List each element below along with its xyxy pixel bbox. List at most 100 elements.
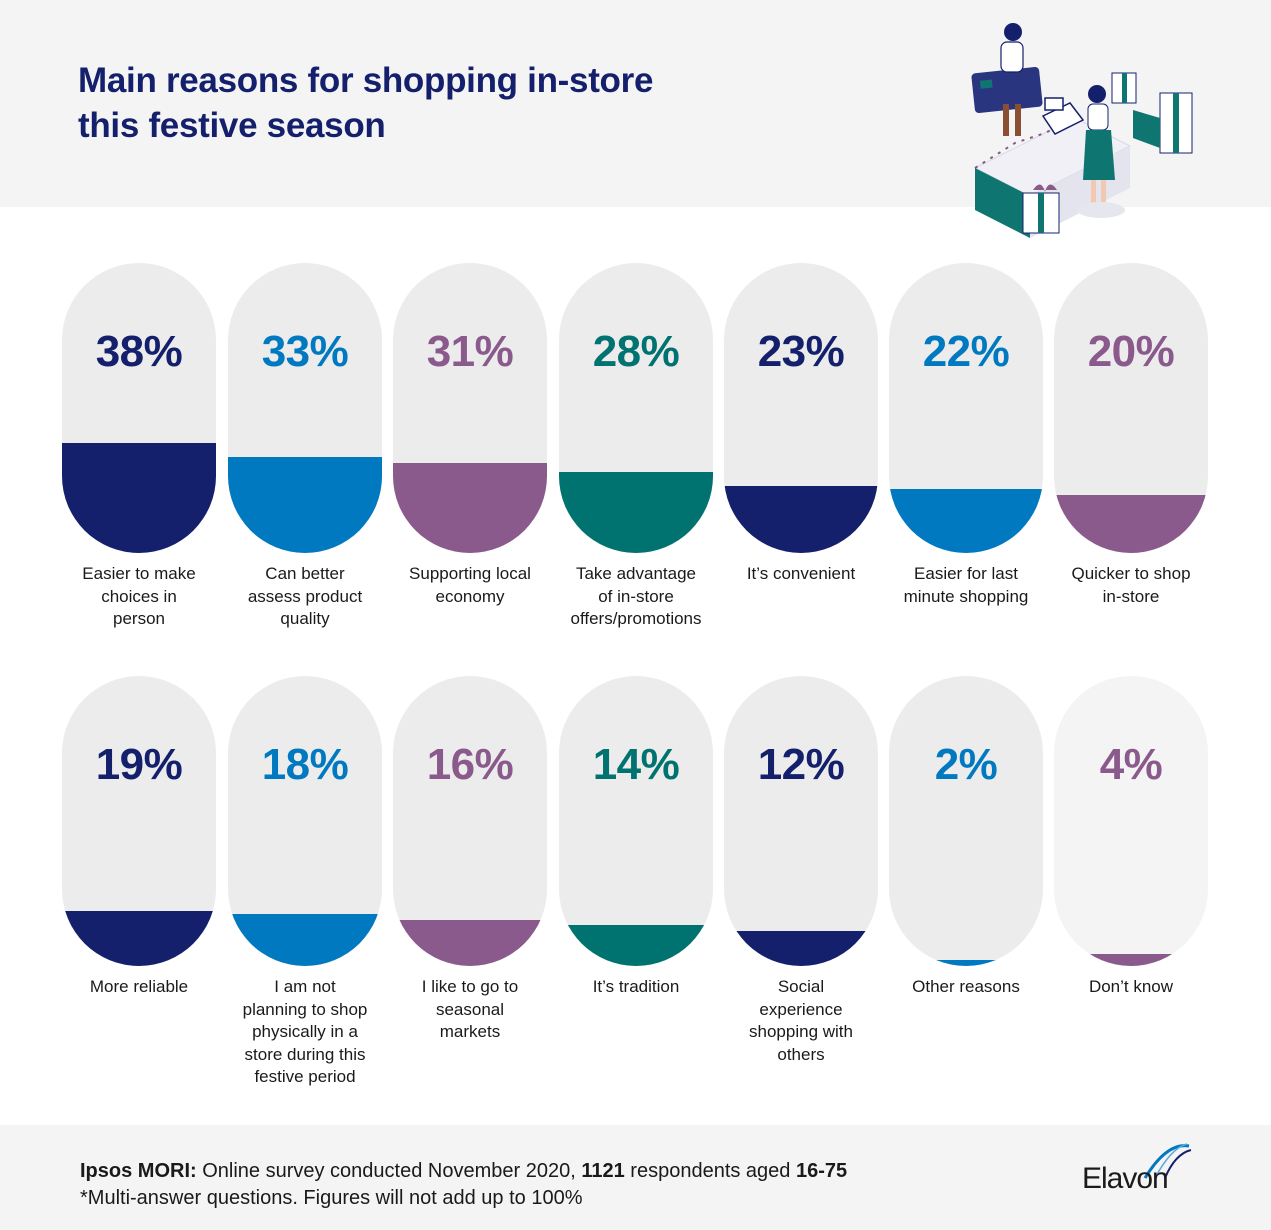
- category-label-line: markets: [439, 1022, 501, 1041]
- value-label: 4%: [1099, 740, 1163, 789]
- category-label-line: assess product: [247, 586, 363, 606]
- category-label-line: Easier to make: [82, 564, 196, 583]
- bar-fill: [393, 920, 547, 966]
- category-label-line: It’s tradition: [592, 977, 680, 996]
- category-label-line: store during this: [244, 1044, 366, 1064]
- category-label-line: Other reasons: [912, 977, 1020, 996]
- source-text-1: Online survey conducted November 2020,: [196, 1160, 582, 1182]
- bar-pill: 38%: [62, 263, 216, 553]
- value-label: 19%: [95, 740, 183, 789]
- logo-swoosh-icon: [1143, 1143, 1192, 1179]
- value-label: 16%: [426, 740, 514, 789]
- category-label-line: economy: [435, 586, 505, 606]
- bar-pill: 19%: [62, 676, 216, 966]
- bar-pill: 18%: [228, 676, 382, 966]
- category-label: Don’t know: [1048, 976, 1214, 999]
- bar-fill: [228, 457, 382, 553]
- page-title: Main reasons for shopping in-store this …: [78, 58, 778, 148]
- bar-pill: 33%: [228, 263, 382, 553]
- bar-pill: 22%: [889, 263, 1043, 553]
- category-label-line: It’s convenient: [746, 564, 856, 583]
- bar-fill: [889, 960, 1043, 966]
- bar-pill: 31%: [393, 263, 547, 553]
- category-label-line: More reliable: [89, 977, 189, 996]
- value-label: 2%: [934, 740, 998, 789]
- respondent-count: 1121: [581, 1160, 625, 1182]
- category-label-line: planning to shop: [242, 999, 368, 1019]
- category-label-line: choices in: [101, 586, 177, 606]
- bar-fill: [724, 486, 878, 553]
- value-label: 23%: [757, 327, 845, 376]
- category-label: Quicker to shop in-store: [1048, 563, 1214, 608]
- shopping-checkout-illustration-icon: [971, 23, 1193, 238]
- category-label-line: minute shopping: [903, 586, 1029, 606]
- age-range: 16-75: [795, 1160, 848, 1182]
- value-label: 33%: [261, 327, 349, 376]
- category-label-line: experience: [759, 999, 843, 1019]
- value-label: 12%: [757, 740, 845, 789]
- category-label-line: of in-store: [598, 586, 674, 606]
- category-label-line: physically in a: [252, 1022, 358, 1041]
- category-label: I like to go to seasonal markets: [387, 976, 553, 1044]
- category-label-line: person: [113, 609, 165, 628]
- bar-pill: 20%: [1054, 263, 1208, 553]
- title-line-1: Main reasons for shopping in-store: [78, 61, 654, 100]
- value-label: 31%: [426, 327, 514, 376]
- source-line: Ipsos MORI: Online survey conducted Nove…: [80, 1160, 847, 1183]
- category-label: Can better assess product quality: [222, 563, 388, 631]
- value-label: 20%: [1087, 327, 1175, 376]
- category-label-line: shopping with: [749, 1022, 853, 1041]
- category-label-line: offers/promotions: [570, 609, 702, 628]
- bar-fill: [559, 925, 713, 966]
- bar-fill: [724, 931, 878, 966]
- category-label: It’s tradition: [553, 976, 719, 999]
- bar-pill: 12%: [724, 676, 878, 966]
- bar-fill: [1054, 495, 1208, 553]
- category-label: Take advantage of in-store offers/promotio…: [553, 563, 719, 631]
- title-line-2: this festive season: [78, 106, 386, 145]
- value-label: 14%: [592, 740, 680, 789]
- category-label: Easier for last minute shopping: [883, 563, 1049, 608]
- category-label-line: Don’t know: [1088, 977, 1174, 996]
- category-label-line: Quicker to shop: [1071, 564, 1191, 583]
- bar-pill: 16%: [393, 676, 547, 966]
- category-label-line: Supporting local: [409, 564, 531, 583]
- bar-pill: 14%: [559, 676, 713, 966]
- category-label-line: Can better: [265, 564, 345, 583]
- category-label-line: others: [777, 1044, 825, 1064]
- footer-band: [0, 1125, 1271, 1230]
- value-label: 22%: [922, 327, 1010, 376]
- category-label: Easier to make choices in person: [56, 563, 222, 631]
- category-label-line: seasonal: [435, 999, 505, 1019]
- bar-fill: [559, 472, 713, 553]
- category-label-line: Easier for last: [914, 564, 1018, 583]
- category-label: Social experience shopping with others: [718, 976, 884, 1066]
- category-label-line: Social: [777, 977, 825, 996]
- bar-pill: 2%: [889, 676, 1043, 966]
- category-label-line: quality: [280, 609, 330, 628]
- footnote: *Multi-answer questions. Figures will no…: [80, 1187, 583, 1209]
- category-label: Other reasons: [883, 976, 1049, 999]
- value-label: 28%: [592, 327, 680, 376]
- category-label: It’s convenient: [718, 563, 884, 586]
- source-name: Ipsos MORI:: [80, 1160, 197, 1182]
- source-text-2: respondents aged: [624, 1160, 796, 1182]
- category-label-line: festive period: [254, 1067, 356, 1086]
- value-label: 18%: [261, 740, 349, 789]
- bar-fill: [62, 911, 216, 966]
- bar-fill: [228, 914, 382, 966]
- bar-pill: 23%: [724, 263, 878, 553]
- category-label: More reliable: [56, 976, 222, 999]
- category-label-line: Take advantage: [575, 564, 697, 583]
- logo-text: Elavon: [1082, 1162, 1169, 1195]
- category-label-line: I like to go to: [421, 977, 519, 996]
- bar-fill: [889, 489, 1043, 553]
- category-label-line: in-store: [1102, 586, 1160, 606]
- bar-pill: 28%: [559, 263, 713, 553]
- bar-fill: [62, 443, 216, 553]
- elavon-logo: Elavon: [1082, 1140, 1197, 1202]
- category-label: I am not planning to shop physically in a s…: [222, 976, 388, 1089]
- bar-pill: 4%: [1054, 676, 1208, 966]
- category-label: Supporting local economy: [387, 563, 553, 608]
- category-label-line: I am not: [274, 977, 336, 996]
